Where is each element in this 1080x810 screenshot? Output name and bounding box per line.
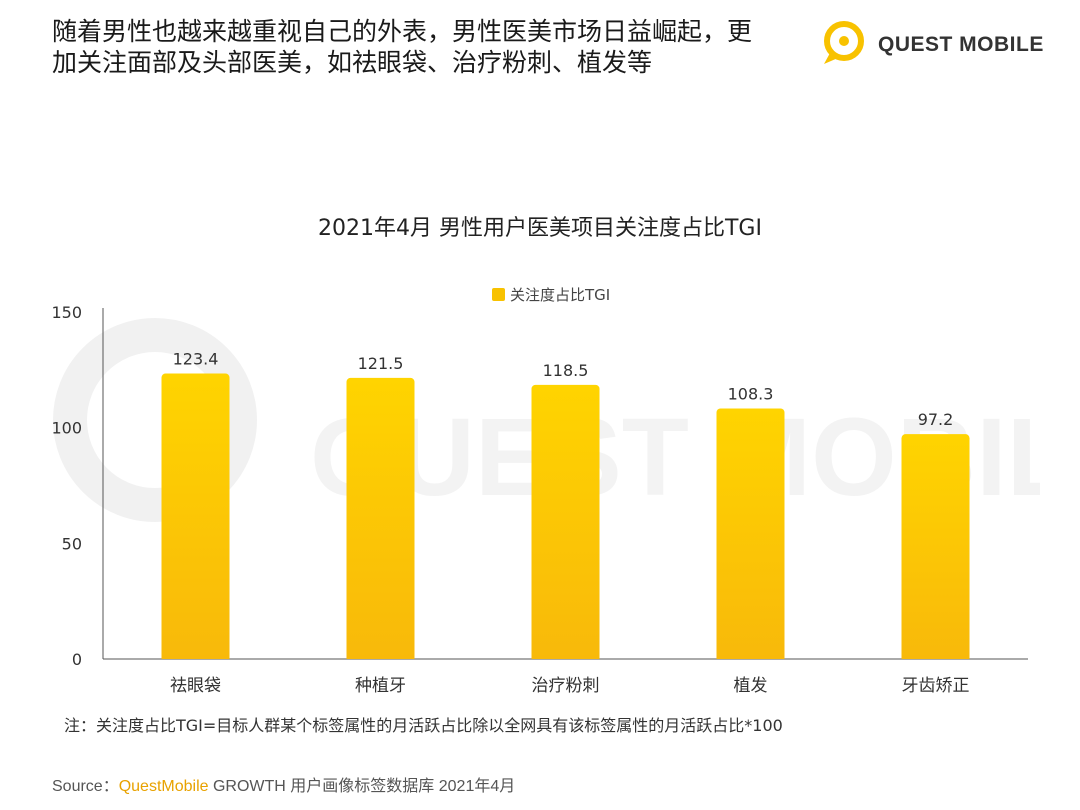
- bar: [716, 408, 785, 659]
- bar-base: [716, 655, 785, 659]
- headline-line-2: 加关注面部及头部医美，如祛眼袋、治疗粉刺、植发等: [52, 48, 653, 77]
- x-tick-label: 种植牙: [355, 676, 406, 696]
- source-prefix: Source：: [52, 778, 119, 795]
- quest-mobile-logo-icon: [824, 21, 864, 64]
- legend-label: 关注度占比TGI: [510, 285, 611, 304]
- data-label: 108.3: [728, 384, 774, 403]
- headline-line-1: 随着男性也越来越重视自己的外表，男性医美市场日益崛起，更: [52, 17, 753, 46]
- bar: [161, 373, 230, 659]
- logo-text: QUEST MOBILE: [878, 33, 1044, 56]
- source-rest: GROWTH 用户画像标签数据库 2021年4月: [208, 778, 516, 795]
- bar-base: [901, 655, 970, 659]
- x-tick-label: 牙齿矫正: [902, 676, 970, 696]
- headline: 随着男性也越来越重视自己的外表，男性医美市场日益崛起，更 加关注面部及头部医美，…: [52, 16, 812, 78]
- y-tick-label: 0: [72, 650, 82, 669]
- y-tick-label: 100: [51, 419, 82, 438]
- x-tick-label: 祛眼袋: [170, 676, 221, 696]
- quest-mobile-logo: QUEST MOBILE: [818, 14, 1048, 74]
- y-tick-label: 150: [51, 303, 82, 322]
- bar: [346, 377, 415, 659]
- source-line: Source：QuestMobile GROWTH 用户画像标签数据库 2021…: [52, 772, 515, 796]
- legend-swatch: [492, 287, 505, 301]
- bar-chart: 0 50 100 150 123.4 祛眼袋 121.5 种植牙 118.5 治疗粉刺 108.3…: [51, 303, 1028, 696]
- data-label: 118.5: [543, 361, 589, 380]
- bar-base: [346, 655, 415, 659]
- y-tick-label: 50: [62, 534, 82, 553]
- data-label: 123.4: [173, 350, 219, 369]
- data-label: 97.2: [918, 410, 954, 429]
- bar-base: [161, 655, 230, 659]
- bar: [901, 434, 970, 659]
- legend: 关注度占比TGI: [492, 284, 610, 304]
- source-brand: QuestMobile: [118, 778, 209, 795]
- bar: [531, 384, 600, 659]
- x-tick-label: 植发: [734, 676, 768, 696]
- footnote: 注：关注度占比TGI=目标人群某个标签属性的月活跃占比除以全网具有该标签属性的月…: [64, 716, 783, 735]
- chart-title: 2021年4月 男性用户医美项目关注度占比TGI: [318, 216, 762, 241]
- bar-base: [531, 655, 600, 659]
- data-label: 121.5: [358, 354, 404, 373]
- x-tick-label: 治疗粉刺: [532, 676, 600, 696]
